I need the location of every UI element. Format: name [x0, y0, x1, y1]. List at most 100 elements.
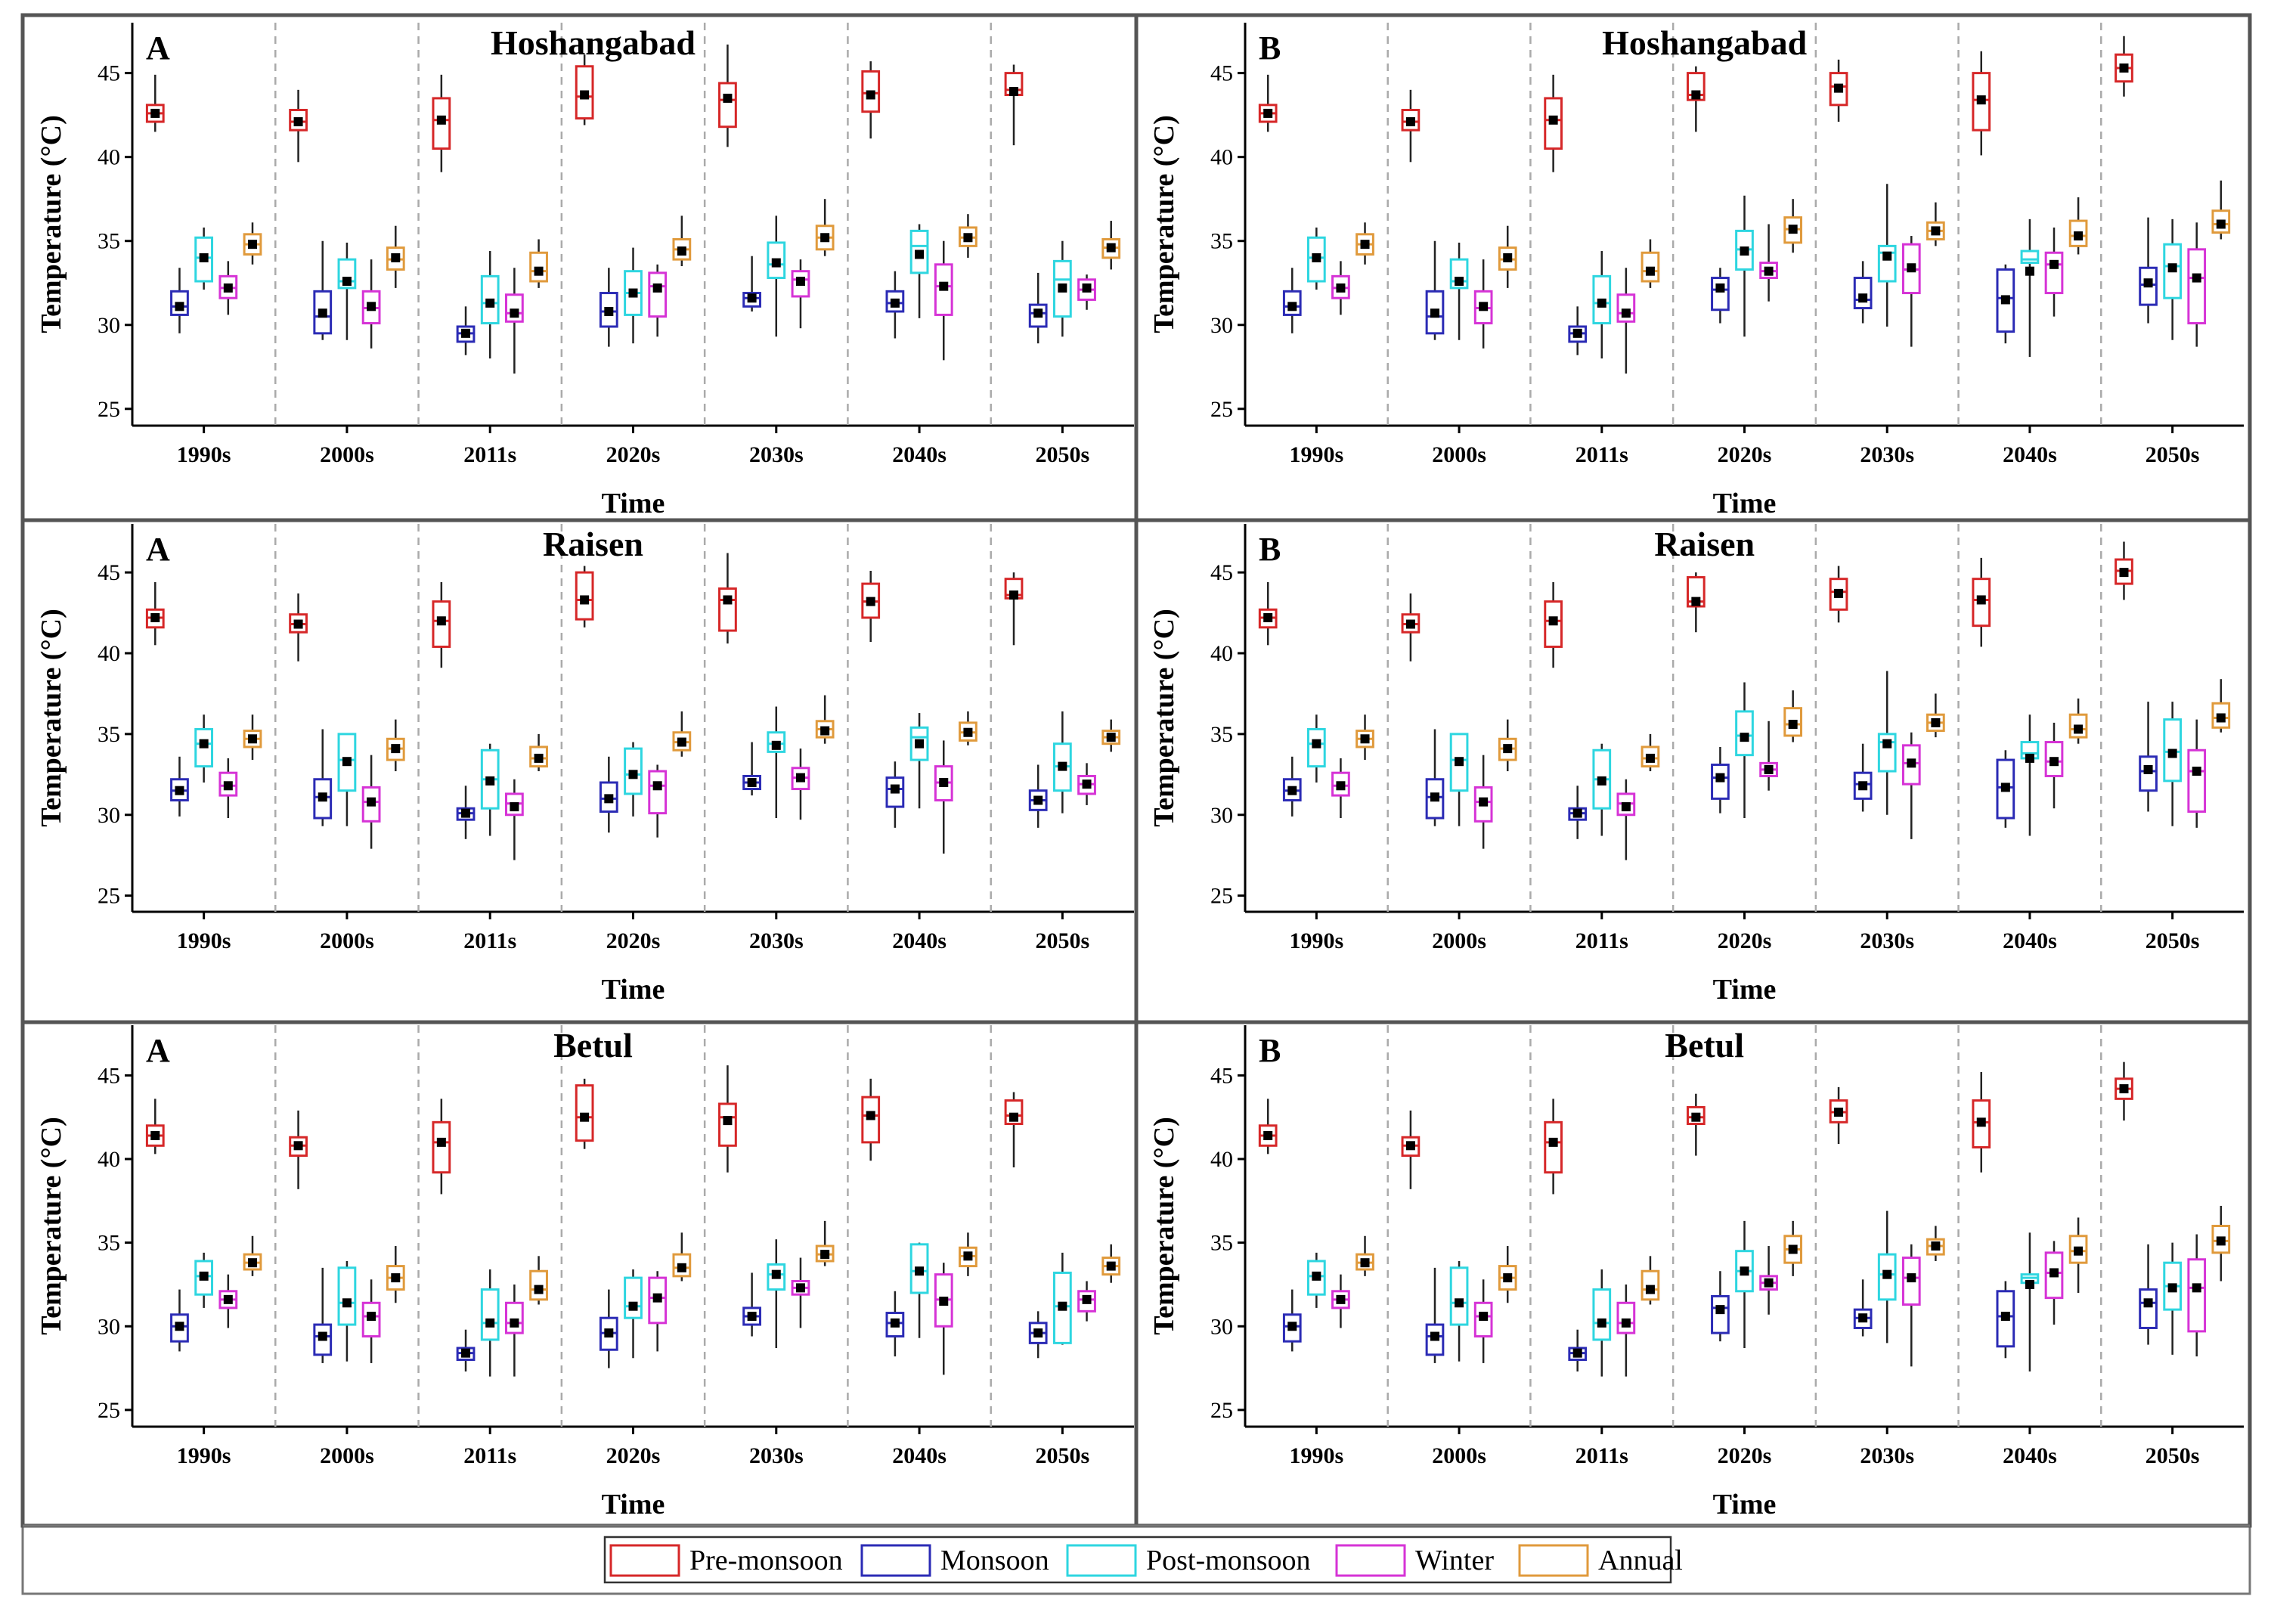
x-tick-label: 2011s [463, 442, 516, 467]
mean-marker [436, 1137, 446, 1147]
box-winter-2030s [791, 748, 810, 820]
series-pre-monsoon [145, 44, 1024, 172]
series-monsoon [170, 729, 1048, 839]
box-post-monsoon-2020s [1735, 195, 1754, 337]
x-tick-label: 2020s [606, 1443, 661, 1468]
panel-letter: A [146, 1032, 170, 1069]
box-winter-2050s [1077, 763, 1096, 805]
series-winter [218, 740, 1096, 860]
box-winter-1990s [1331, 758, 1350, 819]
box-annual-2050s [1101, 1244, 1121, 1283]
x-tick-label: 2050s [1036, 928, 1090, 953]
box-pre-monsoon-1990s [145, 1099, 165, 1154]
mean-marker [2000, 295, 2010, 305]
box-monsoon-2030s [1853, 261, 1873, 324]
box-monsoon-2020s [599, 268, 618, 347]
mean-marker [1645, 266, 1655, 276]
mean-marker [318, 1331, 327, 1341]
x-tick-label: 2040s [892, 1443, 947, 1468]
box-monsoon-2050s [1028, 272, 1048, 344]
box-annual-2050s [1101, 719, 1121, 752]
legend-item-pre-monsoon: Pre-monsoon [609, 1544, 843, 1577]
mean-marker [1009, 1112, 1018, 1122]
series-post-monsoon [194, 1239, 1072, 1377]
box-pre-monsoon-2030s [1829, 59, 1848, 122]
mean-marker [1312, 739, 1321, 748]
box-winter-2040s [2044, 722, 2064, 809]
box-body [2139, 1288, 2158, 1329]
mean-marker [1503, 1273, 1513, 1283]
mean-marker [1430, 1331, 1439, 1341]
box-winter-2050s [1077, 1281, 1096, 1322]
x-tick-label: 2050s [2146, 928, 2200, 953]
box-monsoon-2011s [456, 1329, 476, 1371]
box-pre-monsoon-2040s [861, 1078, 881, 1161]
box-post-monsoon-2020s [1735, 682, 1754, 819]
panel-3: 25 30 35 40 45 1990s 2000s 2011s 2020s 2030s 2040s… [20, 518, 1139, 1024]
mean-marker [677, 246, 686, 256]
box-monsoon-1990s [1282, 268, 1302, 333]
box-annual-2040s [959, 1232, 977, 1276]
mean-marker [604, 1328, 614, 1338]
y-tick-label: 35 [98, 229, 120, 254]
mean-marker [963, 233, 973, 243]
box-post-monsoon-2000s [1449, 242, 1469, 340]
box-monsoon-2030s [742, 256, 761, 311]
legend-swatch [1518, 1544, 1589, 1577]
mean-marker [1336, 1294, 1346, 1304]
box-pre-monsoon-2000s [289, 89, 308, 163]
x-tick-label: 2030s [749, 1443, 804, 1468]
mean-marker [461, 808, 471, 818]
mean-marker [795, 277, 805, 287]
mean-marker [342, 757, 352, 767]
box-post-monsoon-2030s [1877, 671, 1897, 815]
box-monsoon-2000s [1425, 1267, 1445, 1363]
box-body [2187, 248, 2207, 325]
mean-marker [939, 1297, 949, 1306]
mean-marker [1715, 283, 1725, 293]
box-body [1711, 1294, 1730, 1334]
box-monsoon-2020s [599, 1289, 618, 1368]
mean-marker [1336, 283, 1346, 293]
mean-marker [1548, 115, 1558, 125]
mean-marker [820, 233, 830, 243]
mean-marker [1907, 758, 1916, 768]
mean-marker [2119, 1084, 2129, 1094]
y-axis-title: Temperature (°C) [36, 609, 67, 827]
mean-marker [510, 308, 519, 318]
mean-marker [747, 293, 757, 303]
box-post-monsoon-1990s [194, 227, 214, 290]
box-post-monsoon-2020s [624, 742, 643, 817]
x-tick-label: 2040s [2003, 442, 2057, 467]
mean-marker [1740, 733, 1749, 742]
series-annual [243, 199, 1121, 288]
y-tick-label: 40 [1210, 1147, 1233, 1172]
mean-marker [485, 298, 495, 308]
mean-marker [1715, 773, 1725, 783]
x-tick-label: 2011s [463, 1443, 516, 1468]
x-tick-label: 2020s [1718, 1443, 1772, 1468]
mean-marker [1287, 1322, 1297, 1331]
series-winter [1331, 719, 2207, 860]
legend-box [603, 1536, 1672, 1584]
legend-label: Pre-monsoon [689, 1545, 843, 1576]
x-tick-label: 2000s [1432, 1443, 1486, 1468]
mean-marker [342, 277, 352, 287]
mean-marker [939, 778, 949, 787]
box-winter-2040s [934, 1263, 953, 1375]
mean-marker [1931, 226, 1941, 236]
y-axis-title: Temperature (°C) [1148, 1117, 1180, 1335]
box-monsoon-2050s [2139, 1244, 2158, 1345]
mean-marker [248, 240, 257, 249]
mean-marker [1479, 302, 1489, 311]
box-pre-monsoon-2011s [1544, 1099, 1563, 1195]
box-pre-monsoon-2030s [1829, 1086, 1848, 1145]
mean-marker [2074, 724, 2084, 734]
box-body [505, 1301, 524, 1334]
box-post-monsoon-2030s [767, 215, 786, 337]
mean-marker [223, 781, 233, 791]
box-pre-monsoon-1990s [1258, 581, 1278, 646]
series-winter [218, 1257, 1096, 1377]
mean-marker [580, 90, 590, 100]
series-monsoon [170, 1267, 1048, 1371]
